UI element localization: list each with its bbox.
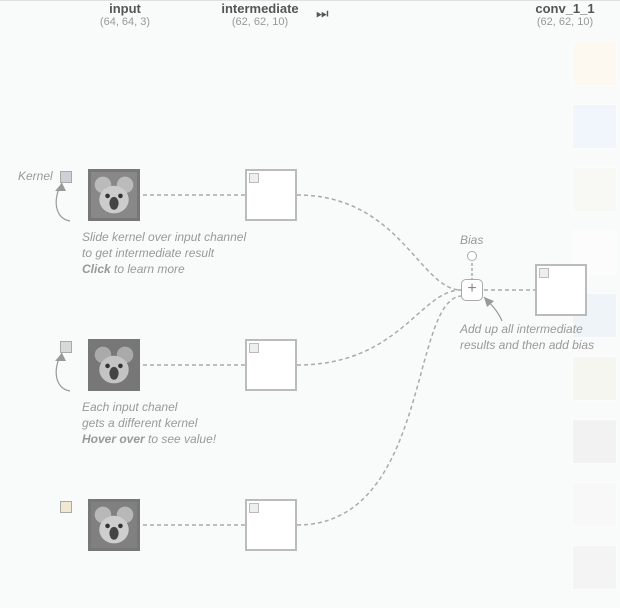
input-channel-image[interactable] [88,339,140,391]
kernel-chip[interactable] [60,341,72,353]
intermediate-box[interactable] [245,169,297,221]
header-input-title: input [95,1,155,16]
sum-node[interactable]: + [461,279,483,301]
koala-icon [91,342,137,388]
caption-line: Each input chanel [82,399,216,415]
caption-line: Add up all intermediate [460,321,594,337]
intermediate-box[interactable] [245,339,297,391]
fast-forward-icon[interactable]: ⏭ [316,5,329,22]
header-intermediate-title: intermediate [210,1,310,16]
caption-line: gets a different kernel [82,415,216,431]
header-input: input (64, 64, 3) [95,1,155,28]
bias-label: Bias [460,233,483,247]
connectors [0,1,620,581]
thumb[interactable] [572,356,617,401]
kernel-chip[interactable] [60,171,72,183]
caption-line: to get intermediate result [82,245,246,261]
mini-icon [249,343,259,353]
thumb[interactable] [572,104,617,149]
header-conv-title: conv_1_1 [525,1,605,16]
mini-icon [539,268,549,278]
mini-icon [249,173,259,183]
input-channel-image[interactable] [88,499,140,551]
koala-icon [91,502,137,548]
header-intermediate-shape: (62, 62, 10) [210,16,310,28]
output-box[interactable] [535,264,587,316]
thumb[interactable] [572,41,617,86]
caption-line: results and then add bias [460,337,594,353]
thumb[interactable] [572,419,617,464]
header-conv: conv_1_1 (62, 62, 10) [525,1,605,28]
caption-addup: Add up all intermediate results and then… [460,321,594,353]
bias-node[interactable] [467,251,477,261]
caption-each: Each input chanel gets a different kerne… [82,399,216,448]
intermediate-box[interactable] [245,499,297,551]
thumb[interactable] [572,167,617,212]
caption-slide: Slide kernel over input channel to get i… [82,229,246,278]
koala-icon [91,172,137,218]
caption-line: Hover over to see value! [82,431,216,447]
caption-line: Slide kernel over input channel [82,229,246,245]
caption-line: Click to learn more [82,261,246,277]
header-conv-shape: (62, 62, 10) [525,16,605,28]
thumb[interactable] [572,545,617,590]
kernel-chip[interactable] [60,501,72,513]
kernel-label: Kernel [18,169,53,183]
header-intermediate: intermediate (62, 62, 10) [210,1,310,28]
input-channel-image[interactable] [88,169,140,221]
header-input-shape: (64, 64, 3) [95,16,155,28]
thumb[interactable] [572,482,617,527]
mini-icon [249,503,259,513]
